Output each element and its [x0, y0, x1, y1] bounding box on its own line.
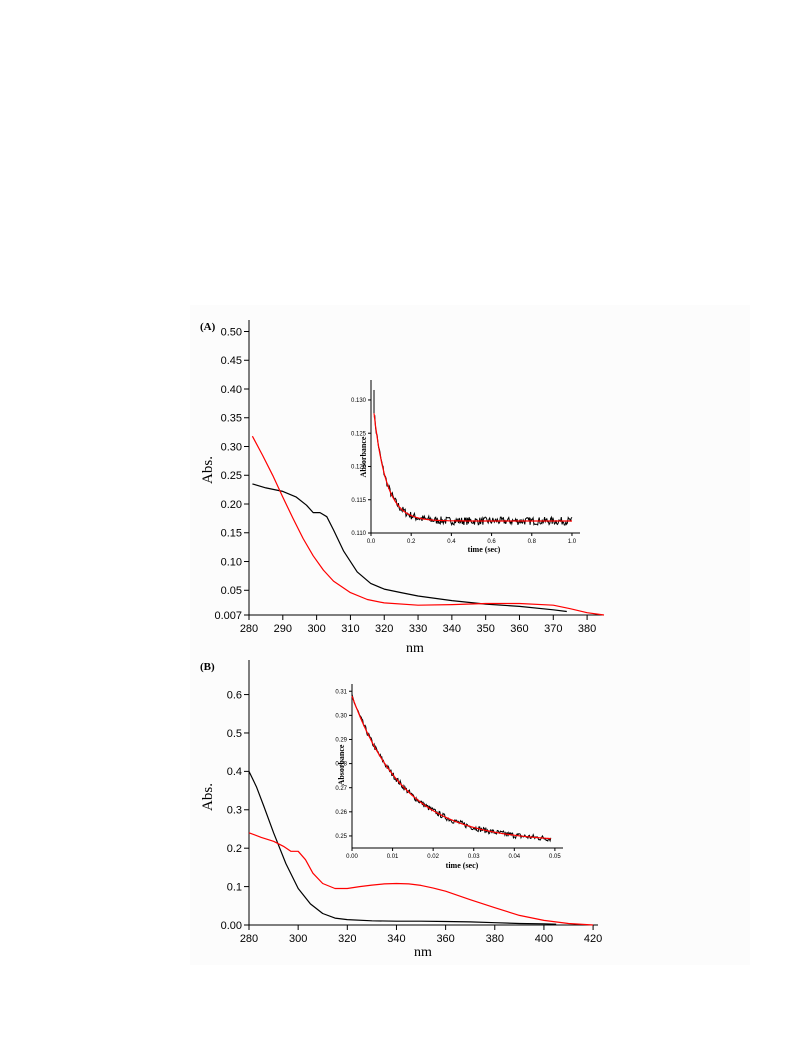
y-tick-label: 0.4 [227, 766, 242, 778]
panel-a-inset-chart: Absorbance time (sec) 0.0 0.2 0.4 0.6 0.8 1.0… [351, 380, 580, 554]
x-tick-label: 370 [544, 623, 562, 635]
panel-b-inset-x-axis-label: time (sec) [446, 861, 479, 870]
panel-a-main-chart: (A) Abs. nm 280 290 300 310 320 330 340 350 360 3… [200, 320, 605, 656]
x-tick-label: 1.0 [568, 539, 577, 545]
y-tick-label: 0.6 [227, 689, 242, 701]
x-tick-label: 350 [476, 623, 494, 635]
x-tick-label: 0.05 [549, 854, 561, 860]
y-tick-label: 0.25 [335, 834, 347, 840]
y-tick-label: 0.50 [221, 326, 242, 338]
x-tick-label: 340 [387, 933, 405, 945]
x-tick-label: 380 [578, 623, 596, 635]
x-tick-label: 300 [289, 933, 307, 945]
panel-a-inset-y-axis-label: Absorbance [359, 436, 368, 477]
y-tick-label: 0.05 [221, 585, 242, 597]
panel-a-y-axis-label: Abs. [200, 456, 216, 484]
figure-panel-background [190, 305, 750, 965]
x-tick-label: 340 [443, 623, 461, 635]
panel-a-label: (A) [200, 321, 216, 333]
series-line-red [248, 832, 594, 926]
x-tick-label: 0.03 [468, 854, 480, 860]
x-tick-label: 360 [436, 933, 454, 945]
y-tick-label: 0.007 [214, 610, 242, 622]
y-tick-label: 0.5 [227, 728, 242, 740]
y-tick-label: 0.00 [221, 920, 242, 932]
y-tick-label: 0.130 [351, 398, 367, 404]
y-tick-label: 0.125 [351, 431, 367, 437]
x-tick-label: 360 [510, 623, 528, 635]
y-tick-label: 0.28 [335, 762, 347, 768]
x-tick-label: 330 [409, 623, 427, 635]
panel-b-x-axis-label: nm [414, 945, 432, 960]
y-tick-label: 0.20 [221, 499, 242, 511]
series-line-fit [351, 695, 551, 840]
y-tick-label: 0.120 [351, 465, 367, 471]
x-tick-label: 290 [274, 623, 292, 635]
panel-b-main-chart: (B) Abs. nm 280 300 320 340 360 380 400 420 0.00… [200, 660, 602, 960]
y-tick-label: 0.27 [335, 786, 347, 792]
x-tick-label: 320 [375, 623, 393, 635]
y-tick-label: 0.115 [351, 498, 366, 504]
y-tick-label: 0.40 [221, 384, 242, 396]
y-tick-label: 0.30 [221, 441, 242, 453]
series-line-red [251, 435, 605, 616]
y-tick-label: 0.10 [221, 556, 242, 568]
x-tick-label: 310 [341, 623, 359, 635]
x-tick-label: 320 [338, 933, 356, 945]
series-line-data [373, 414, 573, 527]
y-tick-label: 0.110 [351, 531, 366, 537]
y-tick-label: 0.15 [221, 528, 242, 540]
y-tick-label: 0.45 [221, 355, 242, 367]
x-tick-label: 0.4 [447, 539, 456, 545]
panel-a-inset-x-axis-label: time (sec) [468, 545, 501, 554]
x-tick-label: 0.2 [407, 539, 416, 545]
x-tick-label: 280 [240, 933, 258, 945]
x-tick-label: 0.00 [346, 854, 358, 860]
x-tick-label: 0.02 [427, 854, 439, 860]
panel-a-x-axis-label: nm [406, 641, 424, 656]
panel-b-inset-chart: Absorbance time (sec) 0.00 0.01 0.02 0.03 0.… [335, 684, 563, 870]
series-line-black [248, 771, 557, 925]
y-tick-label: 0.30 [335, 713, 347, 719]
y-tick-label: 0.35 [221, 413, 242, 425]
x-tick-label: 0.0 [367, 539, 376, 545]
x-tick-label: 280 [240, 623, 258, 635]
panel-b-label: (B) [200, 661, 215, 673]
x-tick-label: 400 [535, 933, 553, 945]
series-line-fit [373, 413, 572, 522]
y-tick-label: 0.31 [335, 689, 347, 695]
panel-b-y-axis-label: Abs. [200, 783, 216, 811]
x-tick-label: 0.04 [508, 854, 520, 860]
y-tick-label: 0.3 [227, 805, 242, 817]
x-tick-label: 420 [584, 933, 602, 945]
y-tick-label: 0.26 [335, 810, 347, 816]
y-tick-label: 0.2 [227, 843, 242, 855]
x-tick-label: 300 [307, 623, 325, 635]
y-tick-label: 0.1 [227, 881, 242, 893]
panel-b-inset-y-axis-label: Absorbance [337, 744, 346, 785]
x-tick-label: 0.6 [487, 539, 496, 545]
y-tick-label: 0.25 [221, 470, 242, 482]
y-tick-label: 0.29 [335, 738, 347, 744]
x-tick-label: 0.8 [528, 539, 537, 545]
x-tick-label: 0.01 [387, 854, 399, 860]
x-tick-label: 380 [486, 933, 504, 945]
